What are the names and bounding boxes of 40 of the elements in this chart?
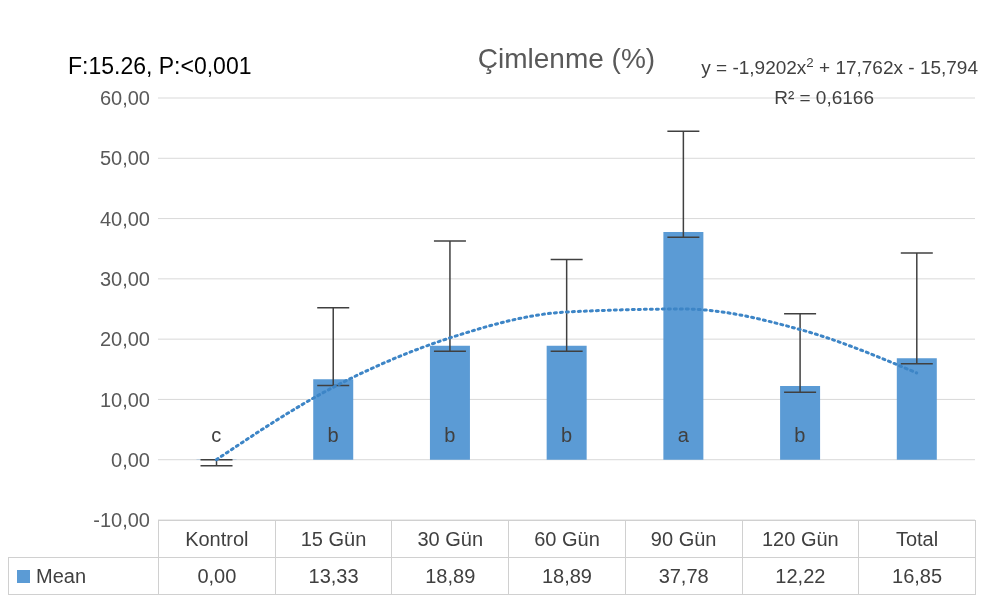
annotation: b: [559, 423, 574, 447]
x-tick-label: 90 Gün: [625, 520, 743, 558]
y-tick-label: 10,00: [99, 388, 150, 411]
bar: [780, 386, 821, 460]
data-label: 12,22: [742, 557, 859, 595]
x-tick-label: 15 Gün: [275, 520, 392, 558]
y-tick-label: 0,00: [111, 448, 150, 471]
x-tick-label: Total: [858, 520, 976, 558]
x-tick-label: 30 Gün: [391, 520, 509, 558]
bar: [663, 231, 704, 460]
y-tick-label: 20,00: [99, 328, 150, 351]
line-series: [214, 307, 919, 462]
data-label: 0,00: [158, 557, 276, 595]
data-label: 18,89: [508, 557, 626, 595]
x-tick-label: Kontrol: [158, 520, 276, 558]
annotation: b: [326, 423, 340, 447]
bar: [313, 379, 354, 460]
x-tick-label: 60 Gün: [508, 520, 626, 558]
y-tick-label: -10,00: [93, 509, 150, 532]
bar: [429, 345, 470, 460]
legend-label: Mean: [8, 557, 159, 595]
y-tick-label: 50,00: [99, 147, 150, 170]
data-label: 16,85: [858, 557, 976, 595]
y-tick-label: 60,00: [99, 87, 150, 110]
annotation: b: [793, 423, 807, 447]
x-tick-label: 120 Gün: [742, 520, 859, 558]
chart-title: Çimlenme (%): [477, 43, 656, 74]
annotation: R² = 0,6166: [774, 87, 874, 108]
data-label: 18,89: [391, 557, 509, 595]
data-label: 37,78: [625, 557, 743, 595]
annotation: a: [676, 423, 690, 447]
data-label: 13,33: [275, 557, 392, 595]
annotation: b: [443, 423, 457, 447]
text: y = -1,9202x$^{2}$ + 17,762x - 15,794: [701, 54, 979, 78]
annotation: c: [210, 423, 223, 447]
bar: [546, 345, 587, 460]
y-tick-label: 30,00: [99, 267, 150, 290]
text: F:15.26, P:<0,001: [68, 53, 252, 79]
y-tick-label: 40,00: [99, 207, 150, 230]
bar: [896, 358, 937, 460]
